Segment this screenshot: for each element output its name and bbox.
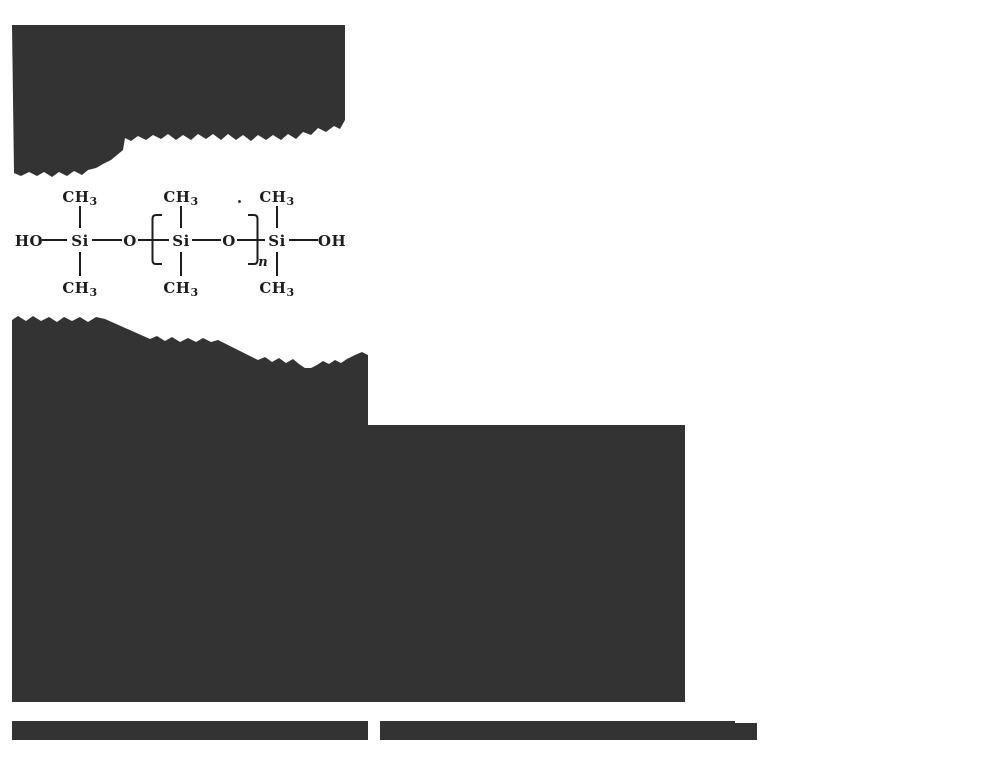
methyl-label: CH3 — [62, 188, 97, 208]
oxygen-label: O — [222, 232, 236, 250]
methyl-label: CH3 — [62, 279, 97, 299]
redacted-block-main — [12, 316, 685, 702]
repeat-bracket-left — [151, 214, 162, 265]
methyl-label: CH3 — [259, 279, 294, 299]
structure-labels: HO Si O Si O Si OH CH3 CH3 CH3 CH3 CH3 C… — [15, 188, 346, 299]
redacted-block-top — [12, 25, 345, 177]
oxygen-label: O — [123, 232, 137, 250]
redacted-regions — [12, 25, 757, 740]
silicon-label: Si — [268, 232, 286, 250]
redacted-bar-left — [12, 721, 368, 740]
hydroxyl-right-label: OH — [318, 232, 346, 250]
stray-scan-mark — [238, 200, 241, 203]
methyl-label: CH3 — [259, 188, 294, 208]
methyl-label: CH3 — [163, 279, 198, 299]
hydroxyl-left-label: HO — [15, 232, 43, 250]
repeat-bracket-right — [248, 214, 259, 265]
redacted-bar-right — [380, 721, 757, 740]
structure-bonds — [42, 206, 318, 276]
repeat-count-label: n — [258, 255, 267, 270]
silicon-label: Si — [71, 232, 89, 250]
silicon-label: Si — [172, 232, 190, 250]
methyl-label: CH3 — [163, 188, 198, 208]
chemical-structure-formula: HO Si O Si O Si OH CH3 CH3 CH3 CH3 CH3 C… — [15, 188, 346, 299]
